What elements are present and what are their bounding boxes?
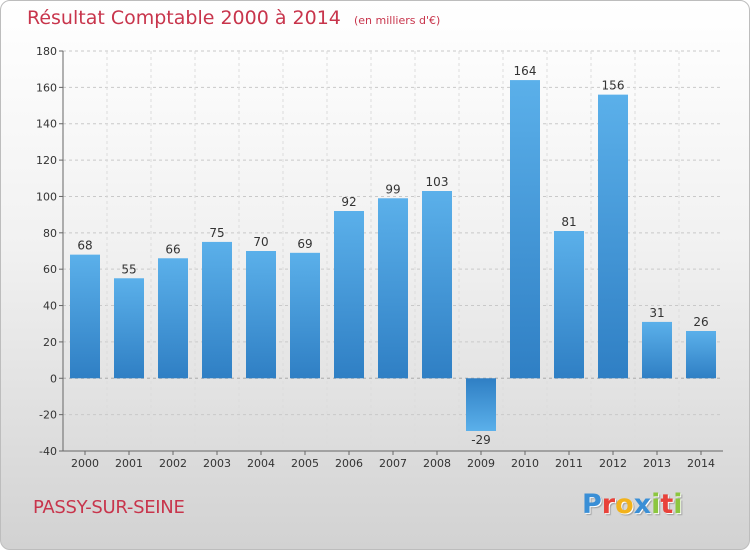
labels: -40 -20 0 20 40 60 80 100 120 140 160 180 68 2000 55 20… — [36, 45, 715, 470]
data-label: 81 — [561, 215, 576, 229]
data-label: 92 — [341, 195, 356, 209]
data-label: 55 — [121, 262, 136, 276]
data-label: 66 — [165, 242, 180, 256]
chart-title: Résultat Comptable 2000 à 2014 — [27, 7, 341, 29]
y-tick-label: 80 — [43, 227, 57, 240]
bar — [422, 191, 452, 379]
x-tick-label: 2005 — [291, 457, 319, 470]
bar — [378, 198, 408, 379]
x-tick-label: 2011 — [555, 457, 583, 470]
bar — [686, 331, 716, 379]
x-tick-label: 2008 — [423, 457, 451, 470]
bar — [642, 321, 672, 379]
x-tick-label: 2007 — [379, 457, 407, 470]
y-tick-label: 120 — [36, 154, 57, 167]
data-label: 31 — [649, 306, 664, 320]
y-tick-label: -40 — [39, 445, 57, 458]
y-tick-label: -20 — [39, 409, 57, 422]
x-tick-label: 2002 — [159, 457, 187, 470]
y-tick-label: 0 — [50, 372, 57, 385]
bar — [70, 254, 100, 379]
bar — [114, 278, 144, 379]
x-tick-label: 2009 — [467, 457, 495, 470]
x-tick-label: 2001 — [115, 457, 143, 470]
data-label: 103 — [426, 175, 449, 189]
bar — [158, 258, 188, 379]
bar — [334, 211, 364, 379]
logo-letter: i — [673, 489, 683, 520]
x-tick-label: 2010 — [511, 457, 539, 470]
bar — [598, 94, 628, 379]
data-label: 70 — [253, 235, 268, 249]
data-label: 99 — [385, 182, 400, 196]
x-tick-label: 2004 — [247, 457, 275, 470]
data-label: 68 — [77, 239, 92, 253]
commune-name: PASSY-SUR-SEINE — [33, 497, 185, 518]
logo-letter: r — [601, 489, 616, 520]
bar — [202, 241, 232, 379]
data-label: 156 — [602, 79, 625, 93]
chart-subtitle: (en milliers d'€) — [353, 14, 441, 27]
logo-letter: x — [633, 489, 652, 520]
data-label: 26 — [693, 315, 708, 329]
data-label: 75 — [209, 226, 224, 240]
x-tick-label: 2003 — [203, 457, 231, 470]
axes — [59, 50, 723, 455]
logo-letter: o — [615, 489, 634, 520]
x-tick-label: 2006 — [335, 457, 363, 470]
bar — [510, 80, 540, 379]
y-tick-label: 20 — [43, 336, 57, 349]
y-tick-label: 40 — [43, 300, 57, 313]
proxiti-logo: Proxiti — [582, 489, 683, 520]
data-label: 164 — [514, 64, 537, 78]
x-tick-label: 2000 — [71, 457, 99, 470]
y-tick-label: 160 — [36, 81, 57, 94]
bar — [554, 231, 584, 379]
logo-letter: t — [660, 489, 674, 520]
title-line: Résultat Comptable 2000 à 2014 (en milli… — [27, 7, 440, 29]
data-label: 69 — [297, 237, 312, 251]
y-tick-label: 180 — [36, 45, 57, 58]
bar — [246, 251, 276, 379]
bars — [70, 80, 716, 431]
logo-letter: i — [651, 489, 661, 520]
bar — [466, 378, 496, 431]
y-tick-label: 140 — [36, 118, 57, 131]
x-tick-label: 2014 — [687, 457, 715, 470]
logo-letter: P — [582, 489, 602, 520]
x-tick-label: 2012 — [599, 457, 627, 470]
x-tick-label: 2013 — [643, 457, 671, 470]
data-label: -29 — [471, 433, 491, 447]
bar — [290, 252, 320, 379]
y-tick-label: 100 — [36, 190, 57, 203]
y-tick-label: 60 — [43, 263, 57, 276]
